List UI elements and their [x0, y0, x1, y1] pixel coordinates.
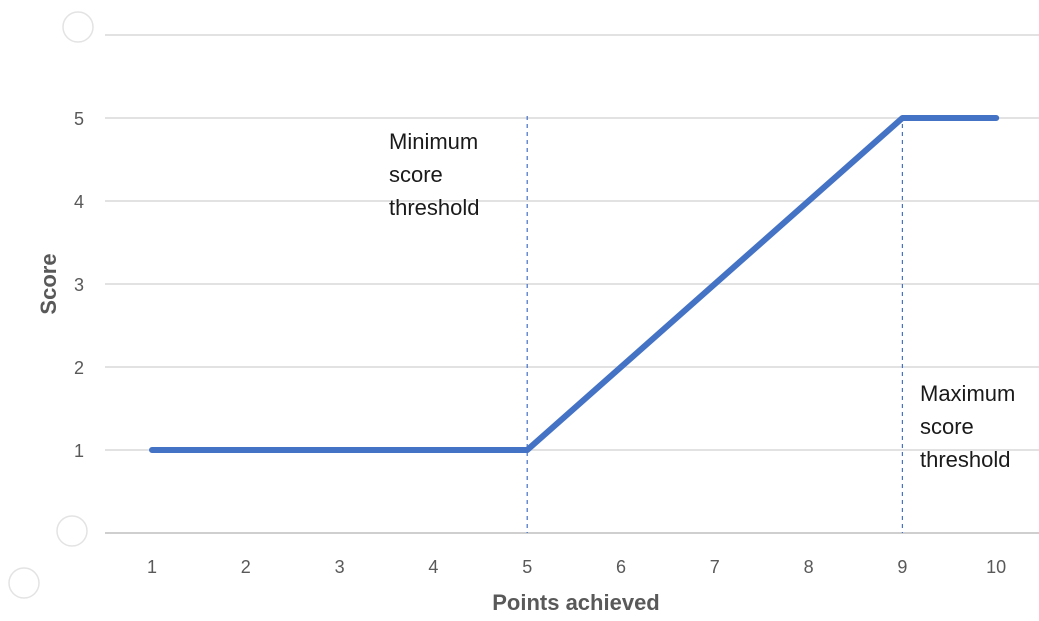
corner-circle-icon [8, 567, 40, 599]
x-tick-label: 2 [241, 557, 251, 577]
annotation-line: Maximum [920, 381, 1015, 406]
corner-circle-icon [62, 11, 94, 43]
x-tick-label: 4 [428, 557, 438, 577]
x-tick-label: 5 [522, 557, 532, 577]
series-line [149, 115, 1000, 453]
annotation-line: threshold [920, 447, 1011, 472]
gridlines [105, 34, 1039, 534]
x-tick-label: 10 [986, 557, 1006, 577]
threshold-annotation: Minimum score threshold [389, 129, 480, 220]
annotation-line: threshold [389, 195, 480, 220]
threshold-lines [526, 116, 904, 533]
corner-circle-icon [56, 515, 88, 547]
threshold-annotation: Maximum score threshold [920, 381, 1015, 472]
annotation-line: score [920, 414, 974, 439]
x-axis-title: Points achieved [492, 590, 660, 615]
x-tick-label: 1 [147, 557, 157, 577]
x-axis-ticks: 1 2 3 4 5 6 7 8 9 10 [147, 557, 1006, 577]
y-axis-ticks: 1 2 3 4 5 [74, 109, 84, 461]
x-tick-label: 7 [710, 557, 720, 577]
annotation-line: score [389, 162, 443, 187]
decorative-circles [8, 11, 94, 599]
y-axis-title: Score [36, 253, 61, 314]
y-tick-label: 5 [74, 109, 84, 129]
x-tick-label: 6 [616, 557, 626, 577]
x-tick-label: 9 [897, 557, 907, 577]
annotations: Minimum score threshold Maximum score thresho… [389, 129, 1015, 472]
x-tick-label: 8 [804, 557, 814, 577]
x-tick-label: 3 [335, 557, 345, 577]
y-tick-label: 2 [74, 358, 84, 378]
y-tick-label: 3 [74, 275, 84, 295]
series [149, 115, 1000, 453]
y-tick-label: 4 [74, 192, 84, 212]
y-tick-label: 1 [74, 441, 84, 461]
annotation-line: Minimum [389, 129, 478, 154]
